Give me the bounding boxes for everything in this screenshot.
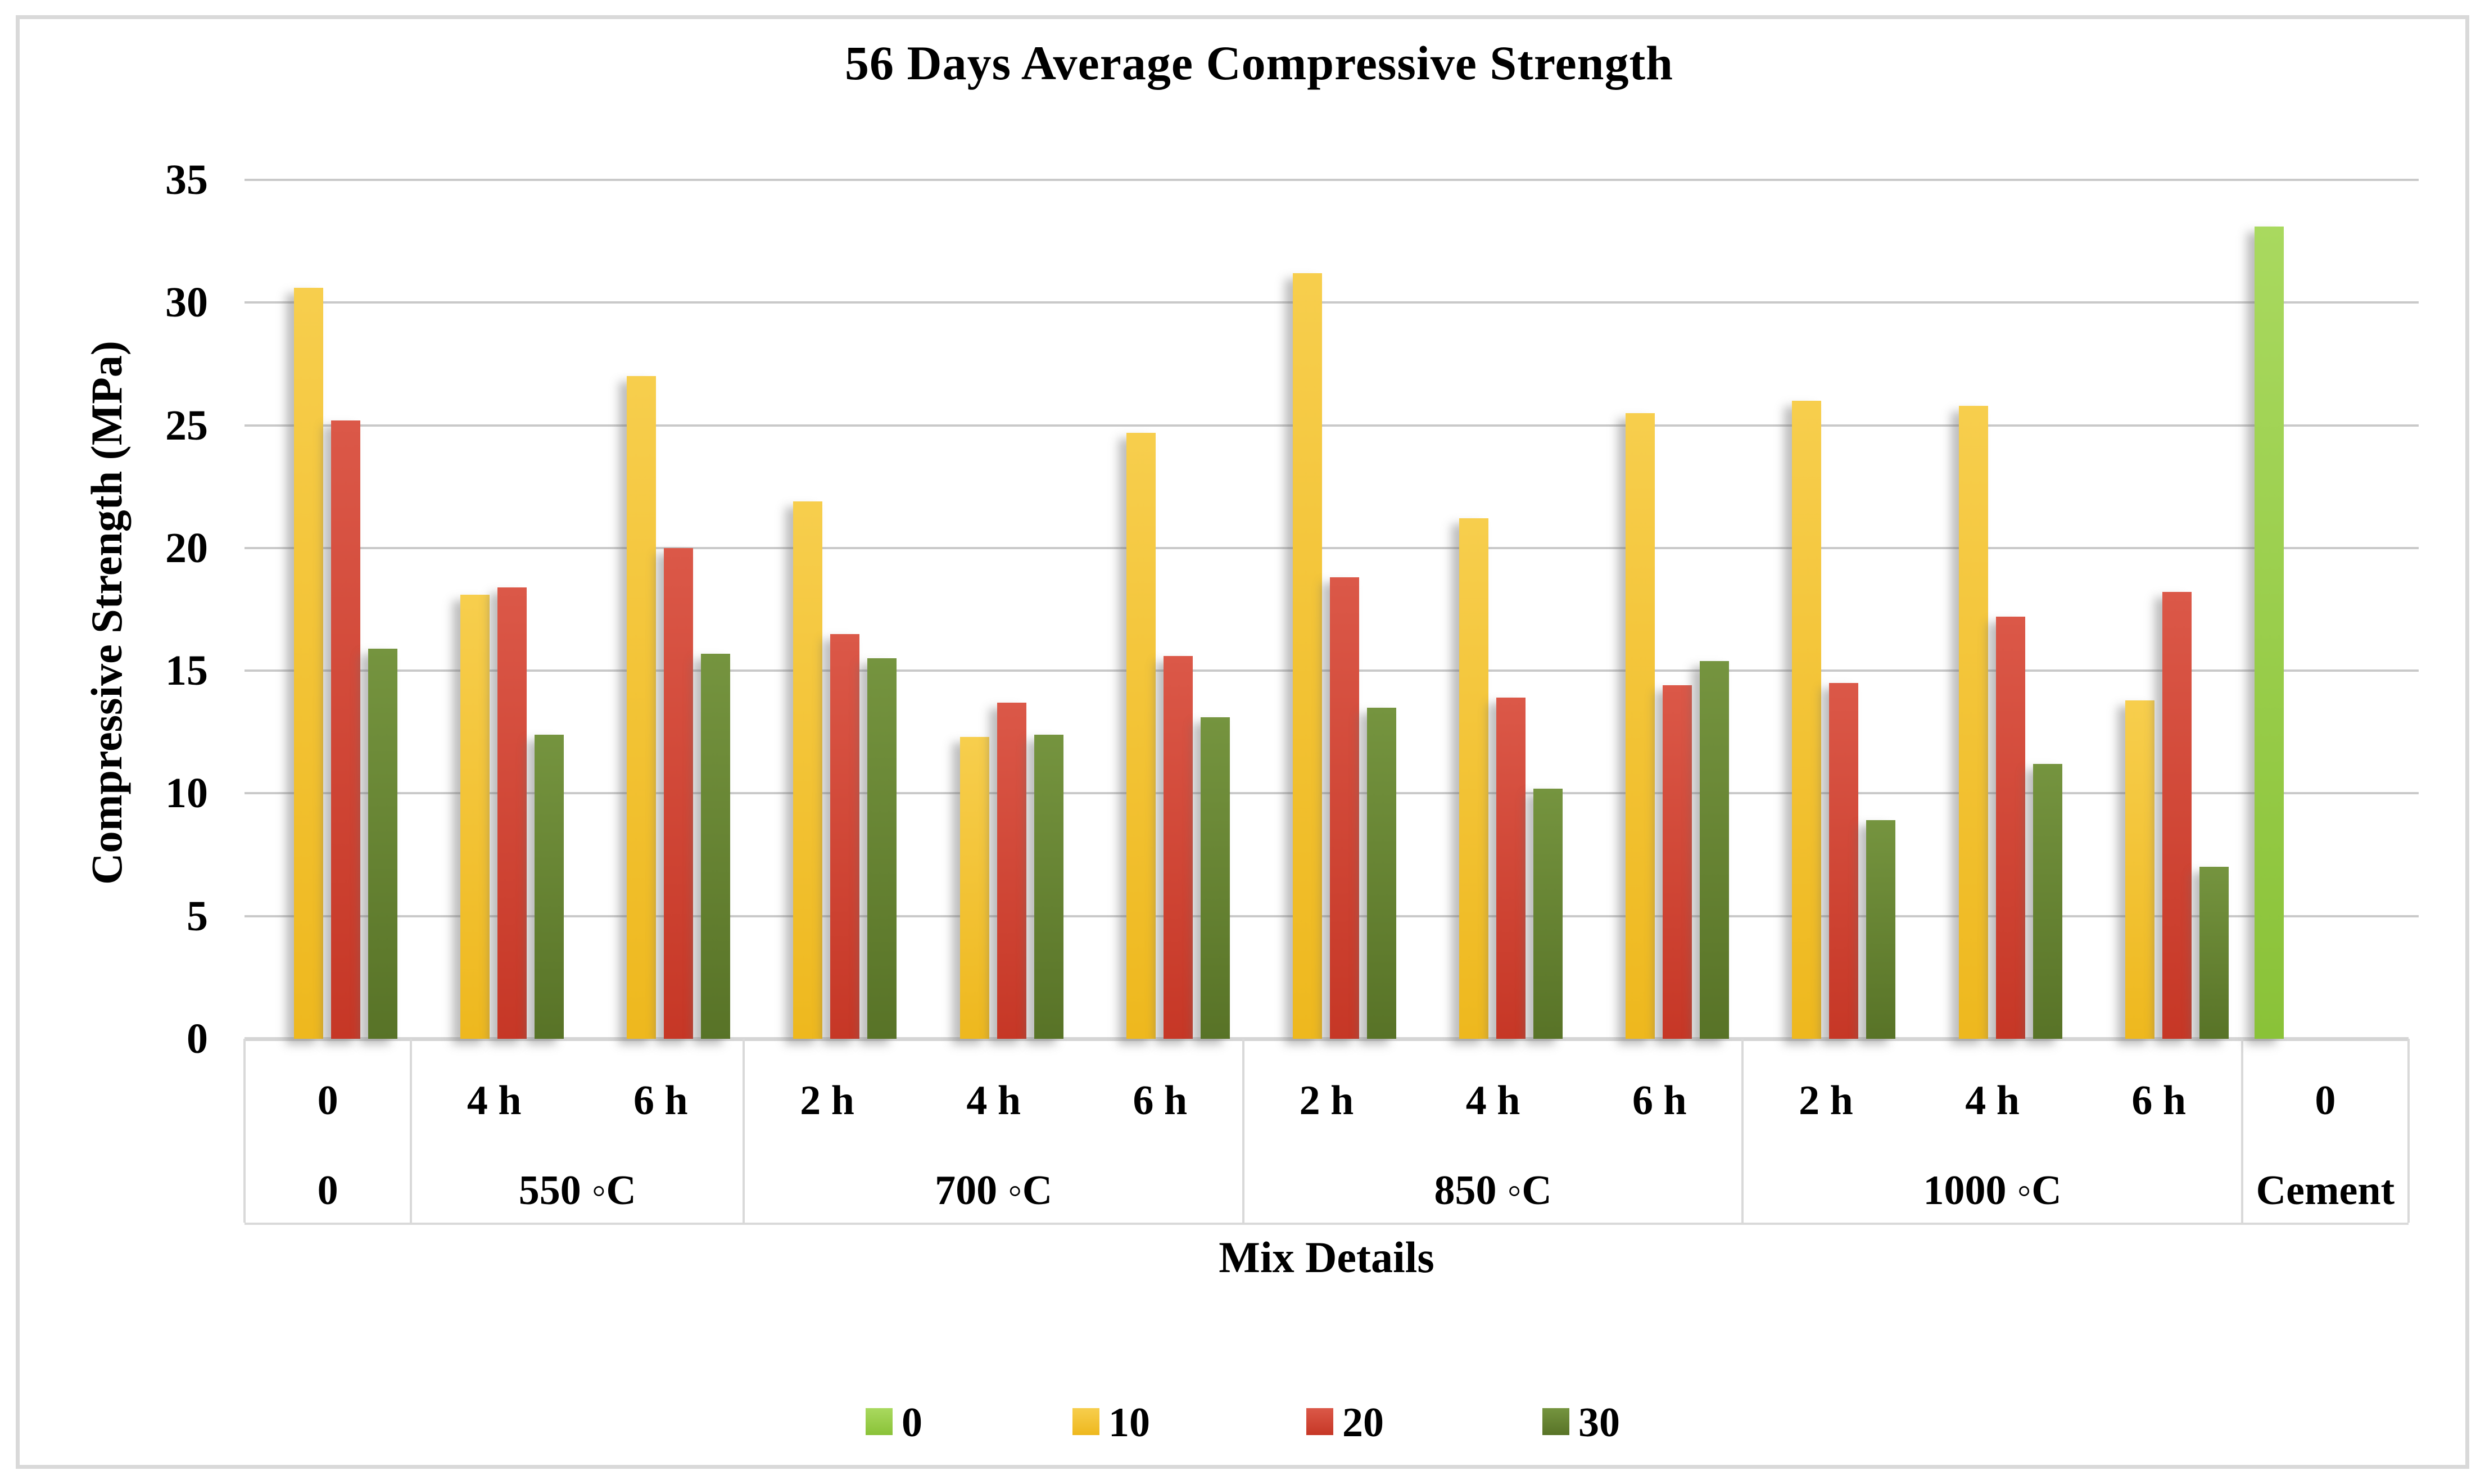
group-separator-2 [1242, 1039, 1244, 1223]
bar-700C-2h-series-20 [830, 634, 859, 1039]
bar-0-0-series-20 [331, 420, 360, 1039]
legend-label-30: 30 [1578, 1400, 1620, 1446]
group-separator-0 [410, 1039, 413, 1223]
chart-title: 56 Days Average Compressive Strength [845, 36, 1673, 90]
bar-1000C-6h-series-30 [2199, 867, 2229, 1039]
bar-1000C-2h-series-20 [1829, 683, 1858, 1039]
bar-700C-2h-series-10 [793, 501, 822, 1039]
bar-Cement-0-series-0 [2255, 227, 2284, 1039]
bar-850C-6h-series-10 [1626, 413, 1655, 1039]
category-label-0: 0 [317, 1078, 338, 1124]
category-label-0: 0 [2315, 1078, 2336, 1124]
category-label-4h: 4 h [966, 1078, 1021, 1124]
category-label-4h: 4 h [467, 1078, 522, 1124]
category-label-4h: 4 h [1965, 1078, 2020, 1124]
category-label-2h: 2 h [1299, 1078, 1354, 1124]
y-tick-35: 35 [165, 156, 208, 203]
bar-550C-4h-series-10 [460, 595, 490, 1039]
y-tick-10: 10 [165, 770, 208, 817]
bar-1000C-2h-series-30 [1866, 820, 1895, 1039]
bar-1000C-2h-series-10 [1792, 401, 1821, 1039]
bar-850C-4h-series-30 [1533, 789, 1563, 1039]
category-label-6h: 6 h [2131, 1078, 2187, 1124]
bar-850C-2h-series-20 [1330, 577, 1359, 1039]
category-label-6h: 6 h [633, 1078, 688, 1124]
y-tick-20: 20 [165, 524, 208, 572]
group-separator-4 [2240, 1039, 2243, 1223]
bar-850C-6h-series-20 [1663, 685, 1692, 1039]
gridline-35 [245, 179, 2419, 181]
legend-label-10: 10 [1108, 1400, 1150, 1446]
category-label-6h: 6 h [1632, 1078, 1687, 1124]
group-separator-3 [1741, 1039, 1744, 1223]
y-tick-15: 15 [165, 647, 208, 695]
gridline-30 [245, 301, 2419, 304]
bar-1000C-4h-series-30 [2033, 764, 2062, 1039]
bar-550C-6h-series-20 [664, 548, 693, 1039]
group-label-0: 0 [317, 1168, 338, 1214]
y-tick-5: 5 [187, 892, 208, 940]
group-separator-5 [2407, 1039, 2410, 1223]
chart-border [16, 15, 2469, 1469]
bar-1000C-6h-series-10 [2125, 700, 2154, 1039]
bar-550C-4h-series-20 [497, 587, 527, 1039]
category-label-2h: 2 h [800, 1078, 854, 1124]
group-label-4: 1000 ◦C [1923, 1168, 2062, 1214]
x-axis-line [245, 1037, 2409, 1041]
bar-700C-6h-series-20 [1164, 656, 1193, 1039]
gridline-20 [245, 546, 2419, 549]
group-label-5: Cement [2256, 1168, 2395, 1214]
bar-700C-2h-series-30 [867, 658, 897, 1039]
bar-850C-4h-series-10 [1459, 518, 1488, 1039]
y-tick-25: 25 [165, 401, 208, 449]
group-label-3: 850 ◦C [1434, 1168, 1552, 1214]
legend-swatch-20 [1306, 1408, 1333, 1435]
y-tick-30: 30 [165, 279, 208, 327]
gridline-25 [245, 424, 2419, 427]
legend-label-20: 20 [1342, 1400, 1384, 1446]
category-label-2h: 2 h [1799, 1078, 1853, 1124]
bar-550C-6h-series-10 [627, 376, 656, 1039]
y-tick-0: 0 [187, 1015, 208, 1062]
group-label-2: 700 ◦C [935, 1168, 1053, 1214]
bar-700C-4h-series-30 [1034, 735, 1063, 1039]
bar-700C-4h-series-20 [997, 703, 1026, 1039]
bar-850C-2h-series-10 [1293, 273, 1322, 1039]
bar-550C-4h-series-30 [535, 735, 564, 1039]
bar-700C-4h-series-10 [960, 737, 989, 1039]
axis-table-border [243, 1039, 246, 1223]
bar-700C-6h-series-30 [1201, 717, 1230, 1039]
axis-table-bottom-border [245, 1223, 2409, 1225]
legend-label-0: 0 [902, 1400, 922, 1446]
bar-700C-6h-series-10 [1126, 433, 1156, 1039]
bar-1000C-6h-series-20 [2162, 592, 2192, 1039]
group-label-1: 550 ◦C [518, 1168, 636, 1214]
legend-swatch-0 [866, 1408, 893, 1435]
category-label-4h: 4 h [1465, 1078, 1520, 1124]
category-label-6h: 6 h [1133, 1078, 1188, 1124]
legend-swatch-30 [1542, 1408, 1569, 1435]
bar-850C-4h-series-20 [1496, 698, 1526, 1039]
bar-0-0-series-30 [368, 649, 397, 1039]
bar-550C-6h-series-30 [701, 654, 730, 1039]
legend-swatch-10 [1072, 1408, 1099, 1435]
x-axis-title: Mix Details [1219, 1233, 1434, 1282]
bar-1000C-4h-series-10 [1959, 406, 1988, 1039]
group-separator-1 [743, 1039, 745, 1223]
bar-0-0-series-10 [294, 288, 323, 1039]
bar-850C-6h-series-30 [1700, 661, 1729, 1039]
bar-850C-2h-series-30 [1367, 708, 1396, 1039]
bar-1000C-4h-series-20 [1996, 617, 2025, 1039]
